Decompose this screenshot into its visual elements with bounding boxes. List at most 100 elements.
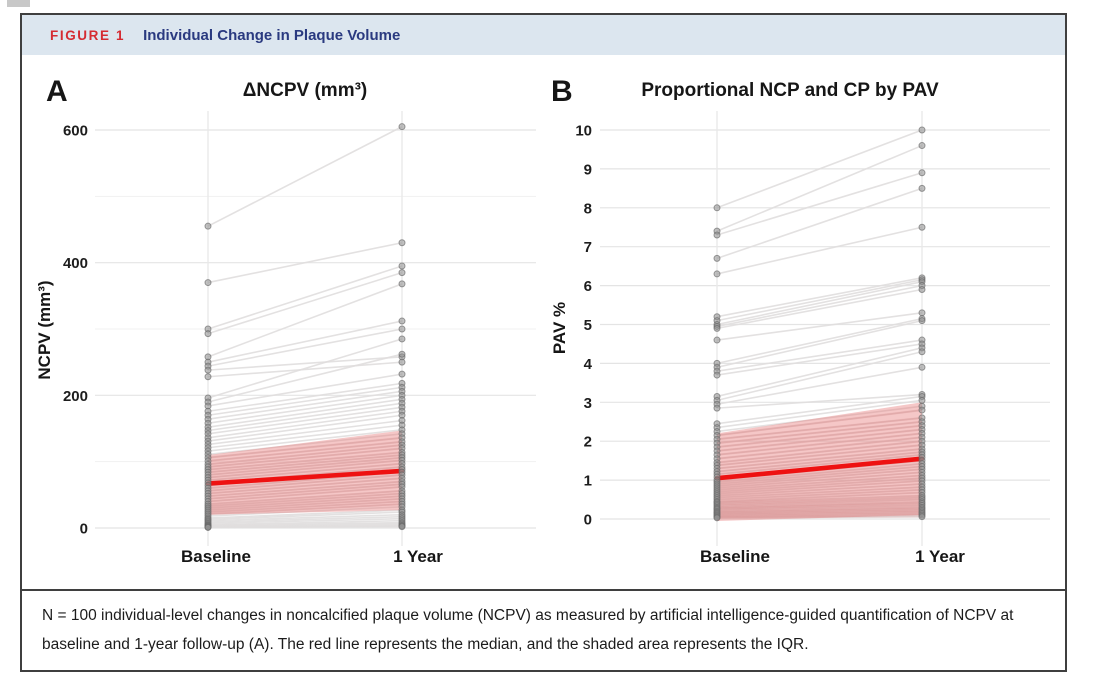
- pair-line: [716, 343, 923, 376]
- pair-line: [207, 500, 403, 513]
- panel-a-y-axis-label: NCPV (mm³): [35, 280, 54, 379]
- pair-line: [716, 502, 923, 510]
- data-point: [918, 317, 926, 325]
- iqr-streak: [716, 477, 923, 493]
- iqr-streak: [716, 500, 923, 509]
- median-line: [714, 456, 925, 481]
- pair-line: [207, 483, 403, 500]
- panel-a-letter: A: [46, 75, 68, 108]
- pair-line: [716, 312, 923, 341]
- pair-line: [716, 405, 923, 433]
- pair-line: [207, 361, 403, 378]
- y-tick-label: 400: [63, 255, 88, 272]
- iqr-streak: [716, 443, 923, 467]
- y-tick-label: 4: [584, 356, 593, 373]
- pair-line: [207, 509, 403, 519]
- data-point: [713, 204, 721, 212]
- data-point: [918, 396, 926, 404]
- pair-line: [207, 433, 403, 456]
- iqr-streak: [716, 428, 923, 453]
- iqr-streak: [207, 440, 403, 463]
- pair-line: [207, 328, 403, 367]
- data-point: [398, 325, 406, 333]
- iqr-streak: [207, 495, 403, 510]
- pair-line: [716, 144, 923, 232]
- pair-line: [207, 474, 403, 492]
- pair-line: [207, 454, 403, 474]
- pair-line: [207, 410, 403, 439]
- iqr-streak: [207, 497, 403, 512]
- pair-line: [207, 356, 403, 371]
- data-point: [918, 363, 926, 371]
- pair-line: [207, 265, 403, 330]
- data-point: [398, 239, 406, 247]
- iqr-streak: [716, 494, 923, 504]
- pair-line: [716, 399, 923, 429]
- iqr-streak: [716, 498, 923, 507]
- panel-a-x-label-baseline: Baseline: [181, 547, 251, 566]
- data-point: [204, 279, 212, 287]
- data-point: [398, 317, 406, 325]
- pair-line: [207, 486, 403, 503]
- iqr-streak: [716, 416, 923, 441]
- pair-line: [716, 172, 923, 236]
- iqr-streak: [716, 432, 923, 456]
- iqr-streak: [716, 491, 923, 503]
- iqr-streak: [716, 514, 923, 519]
- pair-line: [716, 277, 923, 318]
- pair-line: [716, 284, 923, 328]
- y-tick-label: 5: [584, 317, 592, 334]
- data-point: [713, 324, 721, 332]
- iqr-streak: [716, 486, 923, 499]
- iqr-streak: [207, 489, 403, 506]
- data-point: [918, 285, 926, 293]
- iqr-streak: [716, 474, 923, 491]
- median-line: [205, 468, 405, 486]
- pair-line: [716, 451, 923, 473]
- figure-panel: FIGURE 1 Individual Change in Plaque Vol…: [20, 13, 1067, 672]
- pair-line: [207, 444, 403, 466]
- data-point: [398, 123, 406, 131]
- pair-line: [207, 283, 403, 358]
- iqr-streak: [207, 462, 403, 482]
- iqr-streak: [207, 456, 403, 477]
- iqr-streak: [716, 447, 923, 470]
- figure-number-label: FIGURE 1: [50, 27, 126, 43]
- data-point: [398, 350, 406, 358]
- data-point: [398, 269, 406, 277]
- pair-line: [207, 398, 403, 428]
- pair-line: [207, 447, 403, 468]
- pair-line: [716, 480, 923, 495]
- iqr-streak: [207, 451, 403, 471]
- pair-line: [207, 498, 403, 511]
- pair-line: [716, 489, 923, 501]
- pair-line: [207, 517, 403, 525]
- iqr-streak: [716, 479, 923, 495]
- pair-line: [716, 436, 923, 460]
- pair-line: [716, 278, 923, 322]
- pair-line: [207, 462, 403, 482]
- iqr-streak: [207, 500, 403, 514]
- caption-line-2: baseline and 1-year follow-up (A). The r…: [42, 635, 809, 653]
- data-point: [713, 254, 721, 262]
- figure-title: Individual Change in Plaque Volume: [143, 26, 401, 44]
- paired-change-chart: 0 1 2 3 4 5 6 7 8 9 10 0 200 400 600 A ΔNCPV (mm³) NCP…: [35, 75, 1050, 566]
- panel-b-x-label-1year: 1 Year: [915, 547, 965, 566]
- pair-line: [207, 241, 403, 284]
- iqr-streak: [207, 483, 403, 500]
- pair-line: [207, 477, 403, 495]
- pair-line: [716, 444, 923, 467]
- pair-line: [207, 414, 403, 442]
- iqr-streak: [716, 515, 923, 519]
- iqr-streak: [207, 459, 403, 479]
- pair-line: [207, 406, 403, 435]
- pair-line: [716, 129, 923, 209]
- pair-line: [207, 480, 403, 497]
- pair-line: [207, 513, 403, 522]
- iqr-streak: [207, 480, 403, 498]
- pair-line: [716, 515, 923, 519]
- iqr-streak: [716, 488, 923, 501]
- iqr-streak: [716, 506, 923, 513]
- pair-line: [716, 347, 923, 398]
- y-tick-label: 200: [63, 388, 88, 405]
